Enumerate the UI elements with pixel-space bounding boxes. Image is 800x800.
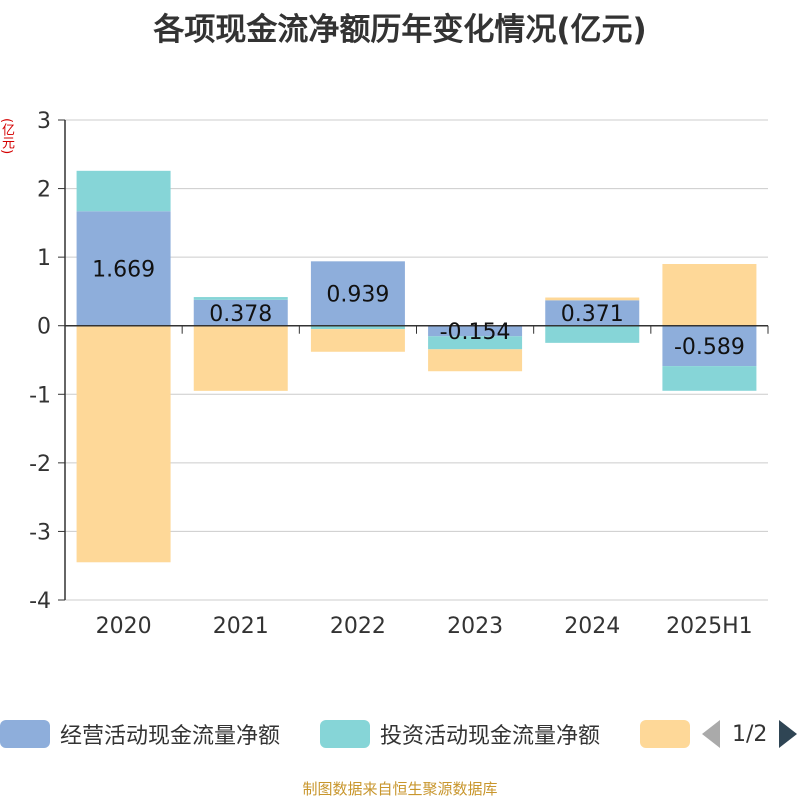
legend-swatch-operating xyxy=(0,720,50,748)
x-tick-label-2023: 2023 xyxy=(447,614,503,639)
bar-financing-2021[interactable] xyxy=(193,325,288,391)
bar-operating-2021[interactable] xyxy=(193,299,288,326)
y-tick-label: 2 xyxy=(37,178,51,203)
data-label-operating-2022: 0.939 xyxy=(326,283,389,308)
y-tick-label: 0 xyxy=(37,315,51,340)
legend-page-indicator: 1/2 xyxy=(732,721,768,747)
legend-next-icon[interactable] xyxy=(779,720,798,748)
data-labels: 1.669 0.378 0.939 -0.154 0.371 -0.589 xyxy=(92,257,745,359)
x-tick-label-2025H1: 2025H1 xyxy=(666,614,753,639)
y-tick-label: -4 xyxy=(29,589,51,614)
axes: 3 2 1 0 -1 -2 -3 -4 2020 2021 2022 2023 2024 2025H1 xyxy=(29,109,769,639)
y-tick-label: 1 xyxy=(37,246,51,271)
data-source-footer: 制图数据来自恒生聚源数据库 xyxy=(302,780,498,798)
y-tick-label: -2 xyxy=(29,452,51,477)
bar-investing-2025H1[interactable] xyxy=(662,366,757,391)
bars xyxy=(76,170,757,563)
bar-investing-2021[interactable] xyxy=(193,297,288,300)
bar-investing-2022[interactable] xyxy=(310,325,405,330)
legend-swatch-investing xyxy=(320,720,370,748)
legend-item-operating[interactable]: 经营活动现金流量净额 xyxy=(0,714,280,754)
y-tick-label: 3 xyxy=(37,109,51,134)
x-tick-label-2024: 2024 xyxy=(564,614,620,639)
bar-investing-2020[interactable] xyxy=(76,170,171,212)
legend-swatch-financing xyxy=(640,720,690,748)
bar-financing-2020[interactable] xyxy=(76,325,171,563)
stacked-bar-chart: 3 2 1 0 -1 -2 -3 -4 2020 2021 2022 2023 2024 2025H1 1… xyxy=(29,109,769,639)
y-axis-unit: (亿元) xyxy=(0,118,14,155)
y-tick-label: -3 xyxy=(29,520,51,545)
chart-title: 各项现金流净额历年变化情况(亿元) xyxy=(153,12,647,48)
legend-item-financing[interactable] xyxy=(640,714,700,754)
x-tick-label-2020: 2020 xyxy=(96,614,152,639)
bar-operating-2022[interactable] xyxy=(310,261,405,326)
bar-operating-2020[interactable] xyxy=(76,211,171,326)
data-label-operating-2020: 1.669 xyxy=(92,257,155,282)
bar-investing-2024[interactable] xyxy=(545,325,640,343)
bar-operating-2023[interactable] xyxy=(428,325,523,337)
bar-financing-2023[interactable] xyxy=(428,349,523,372)
bar-financing-2024[interactable] xyxy=(545,297,640,301)
x-tick-label-2022: 2022 xyxy=(330,614,386,639)
legend: 经营活动现金流量净额 投资活动现金流量净额 1/2 xyxy=(0,714,800,756)
data-label-operating-2024: 0.371 xyxy=(561,302,624,327)
bar-financing-2025H1[interactable] xyxy=(662,264,757,326)
data-label-operating-2023: -0.154 xyxy=(440,320,511,345)
bar-investing-2023[interactable] xyxy=(428,336,523,350)
legend-label-investing: 投资活动现金流量净额 xyxy=(380,724,601,749)
legend-prev-icon[interactable] xyxy=(702,720,720,748)
data-label-operating-2021: 0.378 xyxy=(209,302,272,327)
y-tick-label: -1 xyxy=(29,383,51,408)
bar-operating-2024[interactable] xyxy=(545,300,640,326)
bar-financing-2022[interactable] xyxy=(310,329,405,352)
legend-pager: 1/2 xyxy=(702,714,798,754)
bar-operating-2025H1[interactable] xyxy=(662,325,757,367)
legend-label-operating: 经营活动现金流量净额 xyxy=(60,724,281,749)
legend-item-investing[interactable]: 投资活动现金流量净额 xyxy=(320,714,600,754)
x-tick-label-2021: 2021 xyxy=(213,614,269,639)
data-label-operating-2025H1: -0.589 xyxy=(674,335,745,360)
